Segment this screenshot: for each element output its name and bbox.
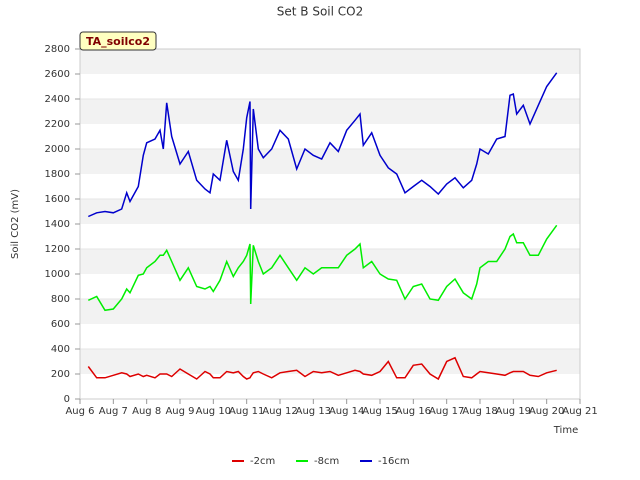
legend-label: -16cm bbox=[378, 456, 410, 467]
y-tick-label: 600 bbox=[51, 319, 70, 330]
y-tick-label: 800 bbox=[51, 294, 70, 305]
x-tick-label: Aug 13 bbox=[296, 406, 331, 417]
y-axis-label: Soil CO2 (mV) bbox=[10, 189, 21, 259]
x-tick-label: Aug 17 bbox=[429, 406, 464, 417]
x-tick-label: Aug 18 bbox=[462, 406, 497, 417]
y-tick-label: 0 bbox=[64, 394, 70, 405]
x-tick-label: Aug 15 bbox=[362, 406, 397, 417]
x-tick-label: Aug 12 bbox=[262, 406, 297, 417]
annotation-box bbox=[79, 31, 157, 51]
y-tick-label: 1200 bbox=[45, 244, 70, 255]
grid-band bbox=[80, 199, 580, 224]
y-tick-label: 2600 bbox=[45, 69, 70, 80]
annotation: TA_soilco2 bbox=[86, 35, 150, 48]
x-tick-label: Aug 14 bbox=[329, 406, 364, 417]
series-line bbox=[87, 356, 557, 381]
grid-band bbox=[80, 99, 580, 124]
x-tick-label: Aug 20 bbox=[529, 406, 564, 417]
y-tick-label: 2000 bbox=[45, 144, 70, 155]
y-tick-label: 1000 bbox=[45, 269, 70, 280]
grid-band bbox=[80, 349, 580, 374]
series-line bbox=[87, 72, 558, 218]
grid-band bbox=[80, 49, 580, 74]
y-tick-label: 1400 bbox=[45, 219, 70, 230]
y-tick-label: 400 bbox=[51, 344, 70, 355]
legend-label: -2cm bbox=[250, 456, 275, 467]
x-tick-label: Aug 16 bbox=[396, 406, 431, 417]
x-axis-label: Time bbox=[553, 425, 578, 436]
x-tick-label: Aug 7 bbox=[99, 406, 128, 417]
x-tick-label: Aug 11 bbox=[229, 406, 264, 417]
x-tick-label: Aug 10 bbox=[196, 406, 231, 417]
grid-band bbox=[80, 149, 580, 174]
x-tick-label: Aug 9 bbox=[165, 406, 194, 417]
legend-label: -8cm bbox=[314, 456, 339, 467]
x-tick-label: Aug 8 bbox=[132, 406, 161, 417]
bands bbox=[80, 48, 580, 400]
x-tick-label: Aug 6 bbox=[65, 406, 94, 417]
y-tick-label: 1600 bbox=[45, 194, 70, 205]
y-tick-label: 1800 bbox=[45, 169, 70, 180]
y-tick-label: 2800 bbox=[45, 44, 70, 55]
chart-title: Set B Soil CO2 bbox=[277, 5, 363, 19]
series-line bbox=[87, 224, 558, 312]
x-tick-label: Aug 19 bbox=[496, 406, 531, 417]
y-tick-label: 2200 bbox=[45, 119, 70, 130]
y-tick-label: 2400 bbox=[45, 94, 70, 105]
grid-band bbox=[80, 299, 580, 324]
x-tick-label: Aug 21 bbox=[562, 406, 597, 417]
y-tick-label: 200 bbox=[51, 369, 70, 380]
